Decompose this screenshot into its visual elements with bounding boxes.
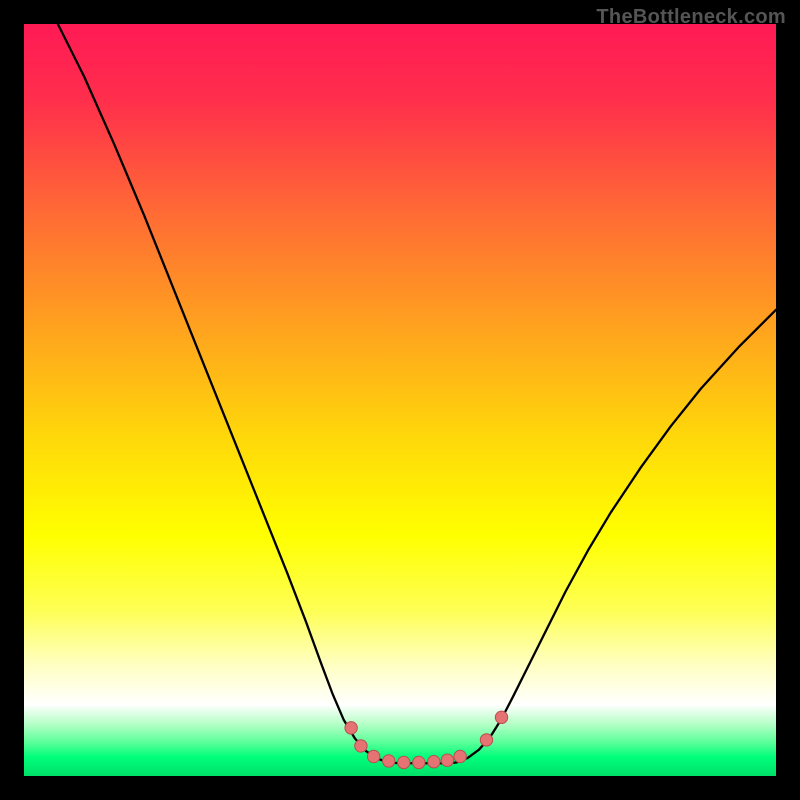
bottleneck-curve-chart [0, 0, 800, 800]
data-marker [355, 740, 367, 752]
data-marker [345, 722, 357, 734]
data-marker [398, 756, 410, 768]
data-marker [367, 750, 379, 762]
watermark-label: TheBottleneck.com [596, 6, 786, 29]
plot-background [24, 24, 776, 776]
data-marker [454, 750, 466, 762]
data-marker [441, 754, 453, 766]
data-marker [428, 756, 440, 768]
data-marker [383, 755, 395, 767]
data-marker [413, 756, 425, 768]
chart-container: TheBottleneck.com [0, 0, 800, 800]
data-marker [495, 711, 507, 723]
data-marker [480, 734, 492, 746]
